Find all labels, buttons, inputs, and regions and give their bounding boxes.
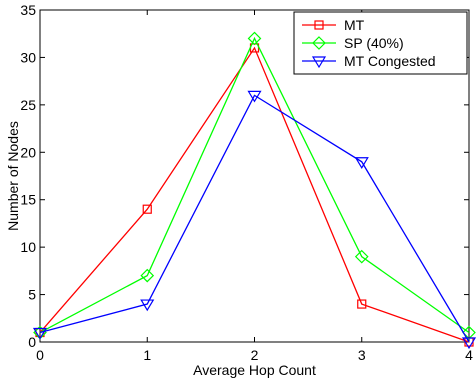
data-point-diamond [312,36,326,50]
x-tick-label: 1 [143,347,151,363]
series-line [39,36,470,334]
x-tick-label: 0 [36,347,44,363]
series-2 [32,90,476,350]
x-tick-label: 2 [251,347,259,363]
data-point-triangle [32,327,48,340]
series-layer [32,31,476,350]
legend-label: MT Congested [344,53,436,69]
data-point-square [142,204,152,214]
series-1 [33,31,476,340]
y-axis-label: Number of Nodes [5,121,21,231]
data-point-triangle [247,90,262,103]
x-tick-label: 4 [465,347,473,363]
y-tick-label: 5 [28,287,36,303]
data-point-diamond [247,31,262,46]
series-line [39,94,470,343]
data-point-triangle [461,337,476,350]
legend-entry: SP (40%) [302,35,404,51]
y-tick-label: 35 [20,2,36,18]
y-tick-label: 20 [20,144,36,160]
data-point-triangle [140,299,155,312]
y-tick-label: 15 [20,192,36,208]
x-axis-label: Average Hop Count [193,362,316,378]
y-tick-label: 10 [20,239,36,255]
x-tick-label: 3 [358,347,366,363]
axis-ticks: 0 1 2 3 4 0 5 10 15 20 25 30 35 [20,2,473,363]
data-point-diamond [354,249,369,264]
legend: MT SP (40%) MT Congested [293,11,468,75]
data-point-triangle [311,56,327,69]
data-point-square [314,20,324,30]
legend-entry: MT [302,17,365,33]
y-tick-label: 30 [20,49,36,65]
y-tick-label: 25 [20,97,36,113]
data-point-triangle [354,157,369,169]
legend-label: MT [344,17,365,33]
series-line [39,46,470,343]
legend-entry: MT Congested [302,53,436,69]
data-point-square [357,299,367,309]
data-point-diamond [140,268,155,283]
legend-label: SP (40%) [344,35,404,51]
y-tick-label: 0 [28,334,36,350]
